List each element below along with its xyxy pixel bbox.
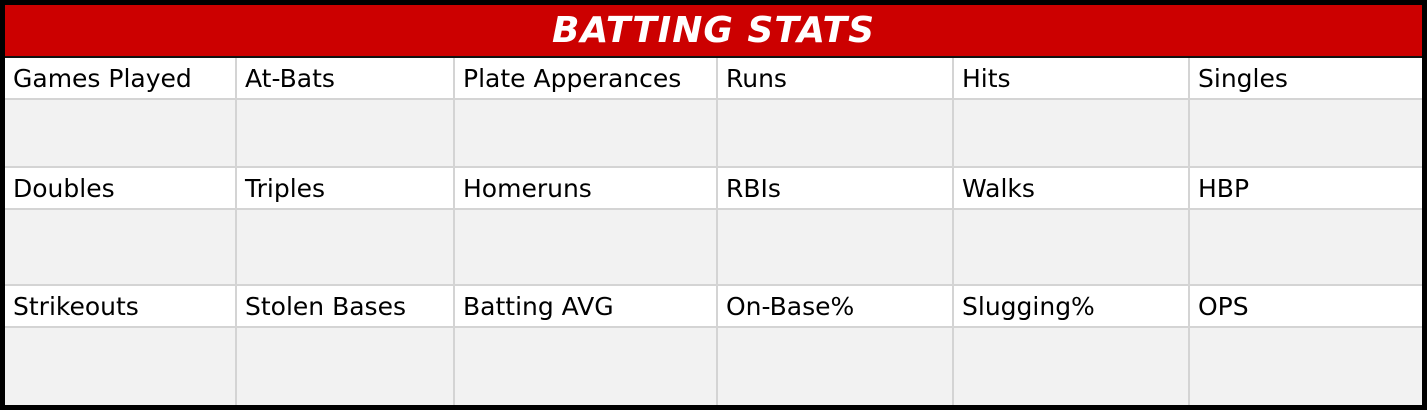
stat-label-homeruns: Homeruns (455, 168, 718, 210)
stat-value-hbp[interactable] (1190, 210, 1422, 286)
stat-label-stolen-bases: Stolen Bases (237, 286, 455, 328)
stat-label-batting-avg: Batting AVG (455, 286, 718, 328)
stat-value-doubles[interactable] (5, 210, 237, 286)
stat-value-batting-avg[interactable] (455, 328, 718, 405)
stat-value-slugging-pct[interactable] (954, 328, 1190, 405)
stat-label-ops: OPS (1190, 286, 1422, 328)
stat-label-strikeouts: Strikeouts (5, 286, 237, 328)
stats-grid: Games Played At-Bats Plate Apperances Ru… (5, 58, 1422, 405)
stat-value-triples[interactable] (237, 210, 455, 286)
stat-label-singles: Singles (1190, 58, 1422, 100)
stat-label-runs: Runs (718, 58, 954, 100)
stat-value-at-bats[interactable] (237, 100, 455, 168)
stat-value-games-played[interactable] (5, 100, 237, 168)
stat-label-walks: Walks (954, 168, 1190, 210)
stat-label-doubles: Doubles (5, 168, 237, 210)
stat-value-runs[interactable] (718, 100, 954, 168)
stat-value-singles[interactable] (1190, 100, 1422, 168)
stat-label-hbp: HBP (1190, 168, 1422, 210)
stat-value-strikeouts[interactable] (5, 328, 237, 405)
stat-label-triples: Triples (237, 168, 455, 210)
stat-value-ops[interactable] (1190, 328, 1422, 405)
stat-label-hits: Hits (954, 58, 1190, 100)
stat-label-at-bats: At-Bats (237, 58, 455, 100)
stat-value-on-base-pct[interactable] (718, 328, 954, 405)
stat-label-plate-appearances: Plate Apperances (455, 58, 718, 100)
stat-label-slugging-pct: Slugging% (954, 286, 1190, 328)
stat-value-stolen-bases[interactable] (237, 328, 455, 405)
stat-label-on-base-pct: On-Base% (718, 286, 954, 328)
stat-label-games-played: Games Played (5, 58, 237, 100)
stat-value-rbis[interactable] (718, 210, 954, 286)
stat-value-homeruns[interactable] (455, 210, 718, 286)
stat-value-hits[interactable] (954, 100, 1190, 168)
title-bar: BATTING STATS (5, 5, 1422, 58)
stat-value-plate-appearances[interactable] (455, 100, 718, 168)
stat-value-walks[interactable] (954, 210, 1190, 286)
sheet-title: BATTING STATS (552, 10, 875, 51)
stat-label-rbis: RBIs (718, 168, 954, 210)
